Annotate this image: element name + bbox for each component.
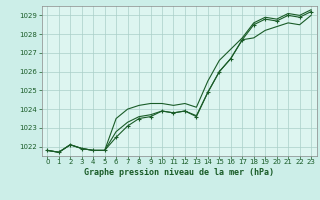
X-axis label: Graphe pression niveau de la mer (hPa): Graphe pression niveau de la mer (hPa) xyxy=(84,168,274,177)
